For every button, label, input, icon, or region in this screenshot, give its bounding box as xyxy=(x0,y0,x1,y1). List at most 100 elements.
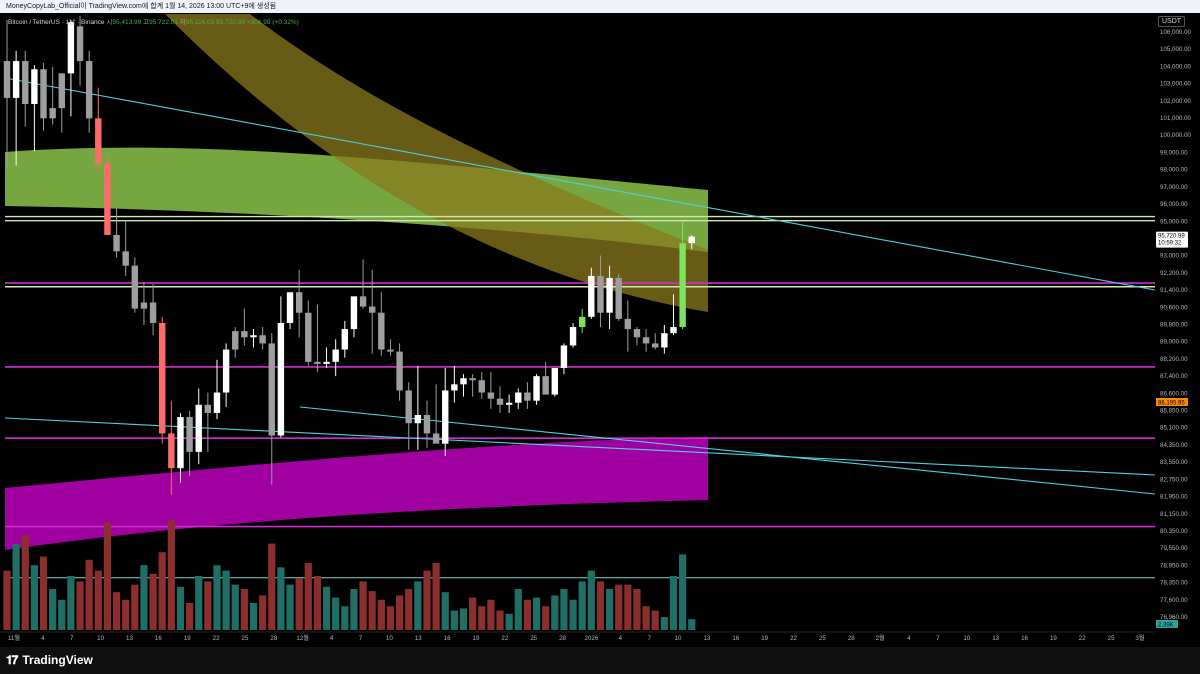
price-tick-label: 97,000.00 xyxy=(1160,184,1188,191)
price-chart[interactable]: 106,000.00 105,000.00 104,000.00 103,000.00… xyxy=(0,0,1200,647)
time-tick-label: 10 xyxy=(963,635,970,642)
volume-bar xyxy=(350,588,358,630)
candle-body xyxy=(624,318,632,330)
volume-bar xyxy=(204,581,212,630)
candle-body xyxy=(314,361,321,364)
volume-bar xyxy=(67,576,75,630)
price-axis[interactable]: 106,000.00 105,000.00 104,000.00 103,000.00… xyxy=(1155,14,1200,636)
volume-bar xyxy=(441,592,449,630)
volume-bar xyxy=(423,570,431,630)
candle-body xyxy=(286,292,294,323)
time-tick-label: 25 xyxy=(819,635,826,642)
price-tick-label: 78,950.00 xyxy=(1160,562,1188,569)
currency-button[interactable]: USDT xyxy=(1158,16,1186,27)
time-tick-label: 25 xyxy=(1108,635,1115,642)
time-tick-label: 25 xyxy=(530,635,537,642)
volume-bar xyxy=(313,576,322,630)
time-tick-label: 25 xyxy=(242,635,249,642)
time-tick-label: 19 xyxy=(761,635,768,642)
volume-bar xyxy=(359,581,367,630)
volume-bar xyxy=(304,563,312,630)
candle-body xyxy=(487,392,495,399)
time-tick-label: 3월 xyxy=(1135,634,1144,642)
price-tick-label: 104,000.00 xyxy=(1160,63,1192,70)
volume-bar xyxy=(487,599,495,630)
candle-body xyxy=(578,316,586,328)
volume-bar xyxy=(669,576,678,630)
price-tick-label: 87,400.00 xyxy=(1160,373,1188,380)
candle-body xyxy=(341,329,349,350)
candle-body xyxy=(95,118,102,164)
price-tick-label: 81,150.00 xyxy=(1160,511,1188,518)
volume-bar xyxy=(112,592,121,630)
last-price-label: 95,720.99 xyxy=(1158,234,1185,240)
volume-bar xyxy=(660,617,668,630)
candle-body xyxy=(515,392,522,403)
tradingview-logo[interactable]: 𝟏𝟕 TradingView xyxy=(6,652,93,668)
time-tick-label: 10 xyxy=(675,635,682,642)
candle-body xyxy=(423,415,431,434)
candle-body xyxy=(542,376,549,395)
price-tick-label: 79,550.00 xyxy=(1160,545,1188,552)
candle-body xyxy=(478,380,485,393)
volume-bar xyxy=(12,543,20,630)
magenta-ma-band xyxy=(5,437,708,550)
candle-body xyxy=(560,345,568,368)
countdown-label: 10:59:32 xyxy=(1158,241,1182,247)
volume-bar xyxy=(259,595,267,630)
volume-bar xyxy=(551,595,559,630)
candle-body xyxy=(679,243,686,328)
candle-body xyxy=(76,26,84,62)
time-tick-label: 13 xyxy=(126,635,133,642)
candle-body xyxy=(40,69,47,119)
volume-bar xyxy=(414,581,422,630)
candle-body xyxy=(323,361,330,364)
volume-bar xyxy=(469,597,477,630)
price-tick-label: 92,200.00 xyxy=(1160,270,1188,277)
volume-bar xyxy=(450,610,458,630)
volume-bar xyxy=(624,584,632,630)
orange-price-label: 86,195.95 xyxy=(1158,401,1185,407)
trend-line xyxy=(4,77,1156,291)
time-tick-label: 2026 xyxy=(585,635,599,642)
publish-line: MoneyCopyLab_Official이 TradingView.com에 … xyxy=(6,3,277,10)
symbol-name: Bitcoin / TetherUS · 1날 · Binance xyxy=(8,19,105,26)
volume-bar xyxy=(322,586,331,630)
price-tick-label: 80,350.00 xyxy=(1160,528,1188,535)
volume-bar xyxy=(240,588,248,630)
volume-bar xyxy=(532,597,541,630)
volume-bar xyxy=(605,588,614,630)
volume-bar xyxy=(122,599,130,630)
price-tick-label: 84,350.00 xyxy=(1160,442,1188,449)
candle-body xyxy=(241,331,248,338)
candle-body xyxy=(588,275,595,317)
candle-body xyxy=(469,378,476,381)
time-tick-label: 7 xyxy=(70,635,74,642)
candle-body xyxy=(688,236,695,244)
volume-bar xyxy=(569,599,577,630)
candle-body xyxy=(387,349,394,352)
candle-body xyxy=(22,61,29,105)
candle-body xyxy=(378,312,385,350)
price-axis-background xyxy=(1155,14,1200,636)
price-tick-label: 95,000.00 xyxy=(1160,218,1188,225)
volume-bar xyxy=(405,588,413,630)
volume-bar xyxy=(459,608,468,630)
volume-bar xyxy=(58,599,66,630)
price-tick-label: 100,000.00 xyxy=(1160,132,1192,139)
time-tick-label: 2월 xyxy=(876,634,885,642)
price-tick-label: 106,000.00 xyxy=(1160,29,1192,36)
candle-body xyxy=(250,335,257,338)
candle-body xyxy=(58,73,65,109)
price-tick-label: 99,000.00 xyxy=(1160,149,1188,156)
candle-body xyxy=(652,343,659,348)
open-value: 95,413.99 xyxy=(112,19,142,26)
time-tick-label: 19 xyxy=(1050,635,1057,642)
candle-body xyxy=(104,163,111,235)
candle-body xyxy=(222,349,230,393)
volume-bar xyxy=(103,522,112,630)
time-tick-label: 7 xyxy=(936,635,940,642)
price-tick-label: 91,400.00 xyxy=(1160,287,1188,294)
time-axis[interactable]: 11월 4 7 10 13 16 19 22 25 28 12월 4 7 10 13 16 19 22 25 28 20… xyxy=(0,631,1155,642)
volume-bar xyxy=(478,606,486,630)
